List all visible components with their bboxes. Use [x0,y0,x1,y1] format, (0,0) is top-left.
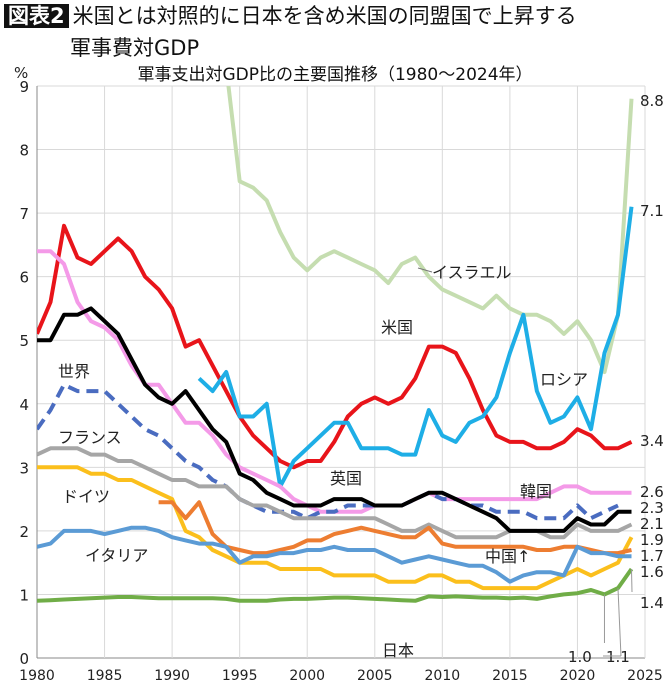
x-tick-label: 1985 [87,668,123,684]
title-line-2: 軍事費対GDP [70,36,200,60]
series-label: フランス [58,428,122,447]
series-label: イスラエル [432,263,512,282]
series-label: 中国↑ [485,547,530,566]
x-tick-label: 1990 [154,668,190,684]
y-tick-label: 5 [19,332,29,350]
end-value-label: 2.6 [640,483,664,501]
series-lines [37,86,634,603]
x-tick-label: 2025 [627,668,663,684]
title-line-1: 米国とは対照的に日本を含め米国の同盟国で上昇する [72,4,577,28]
end-value-label: 2.1 [640,515,664,533]
end-value-label: 1.4 [640,594,664,612]
end-value-label: 3.4 [640,432,664,450]
leader-line [417,267,433,273]
y-tick-label: 1 [19,586,29,604]
y-tick-label: 4 [19,396,29,414]
x-tick-label: 2000 [289,668,325,684]
series-label: ドイツ [62,487,110,506]
series-line-11 [37,567,634,603]
leader-line [617,588,622,657]
end-value-label: 1.9 [640,531,664,549]
end-value-label: 8.8 [640,92,664,110]
x-tick-label: 2020 [560,668,596,684]
series-label: 英国 [330,469,362,488]
series-line-2 [37,223,633,470]
series-label: 世界 [58,362,90,381]
series-label: イタリア [85,546,148,565]
y-tick-label: 8 [19,142,29,160]
y-axis-unit: % [14,64,28,82]
y-tick-label: 6 [19,269,29,287]
series-line-10 [37,525,632,584]
end-value-label: 1.0 [568,648,592,666]
series-line-1 [226,86,634,374]
x-tick-label: 2010 [425,668,461,684]
end-value-label: 7.1 [640,202,664,220]
series-line-7 [37,306,632,533]
y-tick-label: 9 [19,78,29,96]
end-value-label: 1.7 [640,547,664,565]
figure-title: 図表2 米国とは対照的に日本を含め米国の同盟国で上昇する [4,2,577,30]
x-tick-label: 2015 [492,668,528,684]
x-tick-label: 1995 [222,668,258,684]
end-value-label: 1.1 [606,648,630,666]
series-line-3 [197,206,634,489]
series-line-5 [37,382,619,521]
y-tick-label: 2 [19,523,29,541]
figure-badge: 図表2 [4,4,69,28]
y-tick-label: 3 [19,459,29,477]
x-tick-label: 1980 [19,668,55,684]
series-label: 日本 [382,641,414,660]
series-label: ロシア [540,370,588,389]
series-label: 米国 [381,318,413,337]
series-label: 韓国 [520,482,552,501]
y-tick-label: 0 [19,650,29,668]
chart-title: 軍事支出対GDP比の主要国推移（1980〜2024年） [137,65,533,85]
end-value-label: 1.6 [640,563,664,581]
end-value-label: 2.3 [640,499,664,517]
axes: 0 1 2 3 4 5 6 7 8 9 1980 1985 1990 1995 2000 2005 2010 20… [14,64,663,684]
series-line-8 [37,465,634,591]
x-tick-label: 2005 [357,668,393,684]
y-tick-label: 7 [19,205,29,223]
series-line-9 [158,500,632,556]
leader-line [630,569,633,593]
